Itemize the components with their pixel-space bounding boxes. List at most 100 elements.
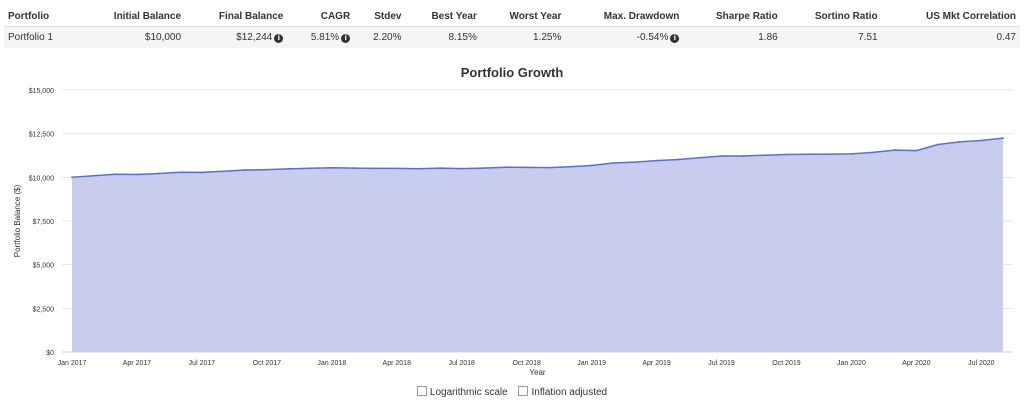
header-final-balance: Final Balance — [185, 6, 288, 27]
y-axis-ticks: $0 $2,500 $5,000 $7,500 $10,000 $12,500 $15,00… — [29, 88, 54, 357]
header-portfolio: Portfolio — [4, 6, 79, 27]
cell-sharpe-ratio: 1.86 — [683, 26, 782, 48]
data-point — [222, 170, 225, 173]
header-initial-balance: Initial Balance — [78, 6, 186, 27]
header-cagr: CAGR — [287, 6, 355, 27]
header-worst-year: Worst Year — [480, 6, 566, 27]
data-point — [655, 159, 658, 162]
log-scale-checkbox[interactable] — [416, 386, 427, 396]
data-point — [742, 155, 745, 157]
data-point — [569, 165, 571, 168]
data-point — [828, 153, 831, 156]
y-tick-label: $2,500 — [33, 306, 55, 313]
info-icon[interactable]: i — [341, 34, 351, 43]
data-point — [309, 167, 312, 170]
cell-us-mkt-correlation: 0.47 — [881, 26, 1020, 48]
cell-max-drawdown-wrap: -0.54% i — [565, 26, 684, 48]
data-point — [677, 158, 680, 161]
x-tick-label: Jan 2017 — [58, 360, 87, 367]
data-point — [958, 140, 961, 143]
series-line — [71, 137, 1004, 179]
x-tick-label: Jan 2019 — [577, 360, 606, 367]
data-point — [157, 172, 160, 175]
x-tick-label: Jul 2018 — [448, 360, 475, 367]
data-point — [114, 173, 117, 176]
cell-cagr-wrap: 5.81% i — [287, 26, 355, 48]
log-scale-label: Logarithmic scale — [429, 387, 508, 398]
data-point — [287, 168, 290, 170]
cell-initial-balance: $10,000 — [78, 26, 186, 48]
data-point — [1002, 137, 1004, 140]
x-axis-ticks: Jan 2017 Apr 2017 Jul 2017 Oct 2017 Jan 2018… — [58, 360, 995, 367]
data-point — [244, 169, 247, 171]
data-point — [265, 168, 268, 171]
data-point — [785, 153, 788, 156]
data-point — [698, 156, 701, 159]
x-axis-label: Year — [529, 368, 546, 377]
header-sortino-ratio: Sortino Ratio — [781, 6, 882, 27]
data-point — [547, 166, 550, 169]
data-point — [634, 161, 636, 164]
y-tick-label: $10,000 — [29, 175, 54, 182]
summary-table: Portfolio Initial Balance Final Balance … — [4, 6, 1020, 48]
cell-max-drawdown: -0.54% — [636, 32, 669, 43]
data-point — [763, 154, 766, 157]
header-max-drawdown: Max. Drawdown — [565, 6, 684, 27]
data-point — [460, 167, 463, 170]
data-point — [136, 173, 138, 176]
portfolio-growth-chart: Portfolio Growth $0 $2,500 $5,000 $7,500 $10… — [13, 65, 1013, 377]
info-icon[interactable]: i — [670, 34, 680, 43]
data-point — [71, 176, 73, 179]
x-tick-label: Jul 2019 — [708, 360, 735, 367]
log-scale-toggle[interactable]: Logarithmic scale — [416, 386, 508, 398]
cell-final-balance-wrap: $12,244 i — [185, 26, 288, 48]
x-tick-label: Apr 2020 — [902, 360, 931, 367]
data-point — [352, 167, 355, 169]
cell-best-year: 8.15% — [405, 26, 481, 48]
y-tick-label: $5,000 — [33, 263, 55, 270]
series-area — [72, 138, 1003, 352]
header-sharpe-ratio: Sharpe Ratio — [683, 6, 782, 27]
data-point — [525, 166, 528, 169]
x-tick-label: Oct 2018 — [512, 360, 541, 367]
x-tick-label: Apr 2019 — [642, 360, 671, 367]
cell-final-balance: $12,244 — [236, 32, 273, 43]
cell-stdev: 2.20% — [354, 26, 406, 48]
x-tick-label: Oct 2017 — [253, 360, 282, 367]
data-point — [590, 164, 593, 167]
header-us-mkt-correlation: US Mkt Correlation — [881, 6, 1020, 27]
data-point — [330, 166, 333, 169]
data-point — [92, 174, 95, 177]
data-point — [482, 167, 485, 169]
data-point — [915, 149, 918, 152]
data-point — [980, 139, 983, 142]
data-point — [807, 153, 810, 156]
table-row: Portfolio 1 $10,000 $12,244 i 5.81% i 2.20… — [4, 26, 1020, 48]
cell-worst-year: 1.25% — [480, 26, 566, 48]
x-tick-label: Jan 2018 — [317, 360, 346, 367]
y-tick-label: $7,500 — [33, 219, 55, 226]
chart-title: Portfolio Growth — [461, 65, 564, 80]
data-point — [850, 153, 853, 155]
x-tick-label: Jan 2020 — [837, 360, 866, 367]
x-tick-label: Jul 2017 — [189, 360, 216, 367]
info-icon[interactable]: i — [274, 34, 284, 43]
inflation-checkbox[interactable] — [518, 386, 529, 396]
data-point — [872, 151, 874, 154]
series-group — [71, 137, 1004, 352]
cell-sortino-ratio: 7.51 — [781, 26, 882, 48]
data-point — [937, 143, 939, 146]
data-point — [179, 171, 182, 174]
data-point — [201, 171, 203, 174]
summary-header-row: Portfolio Initial Balance Final Balance … — [4, 6, 1020, 27]
header-best-year: Best Year — [405, 6, 481, 27]
data-point — [439, 167, 441, 169]
header-stdev: Stdev — [354, 6, 406, 27]
cell-portfolio: Portfolio 1 — [4, 26, 79, 48]
data-point — [504, 166, 506, 169]
y-tick-label: $0 — [46, 350, 54, 357]
y-tick-label: $12,500 — [29, 132, 54, 139]
data-point — [395, 167, 398, 170]
data-point — [374, 167, 377, 170]
inflation-toggle[interactable]: Inflation adjusted — [518, 386, 607, 398]
